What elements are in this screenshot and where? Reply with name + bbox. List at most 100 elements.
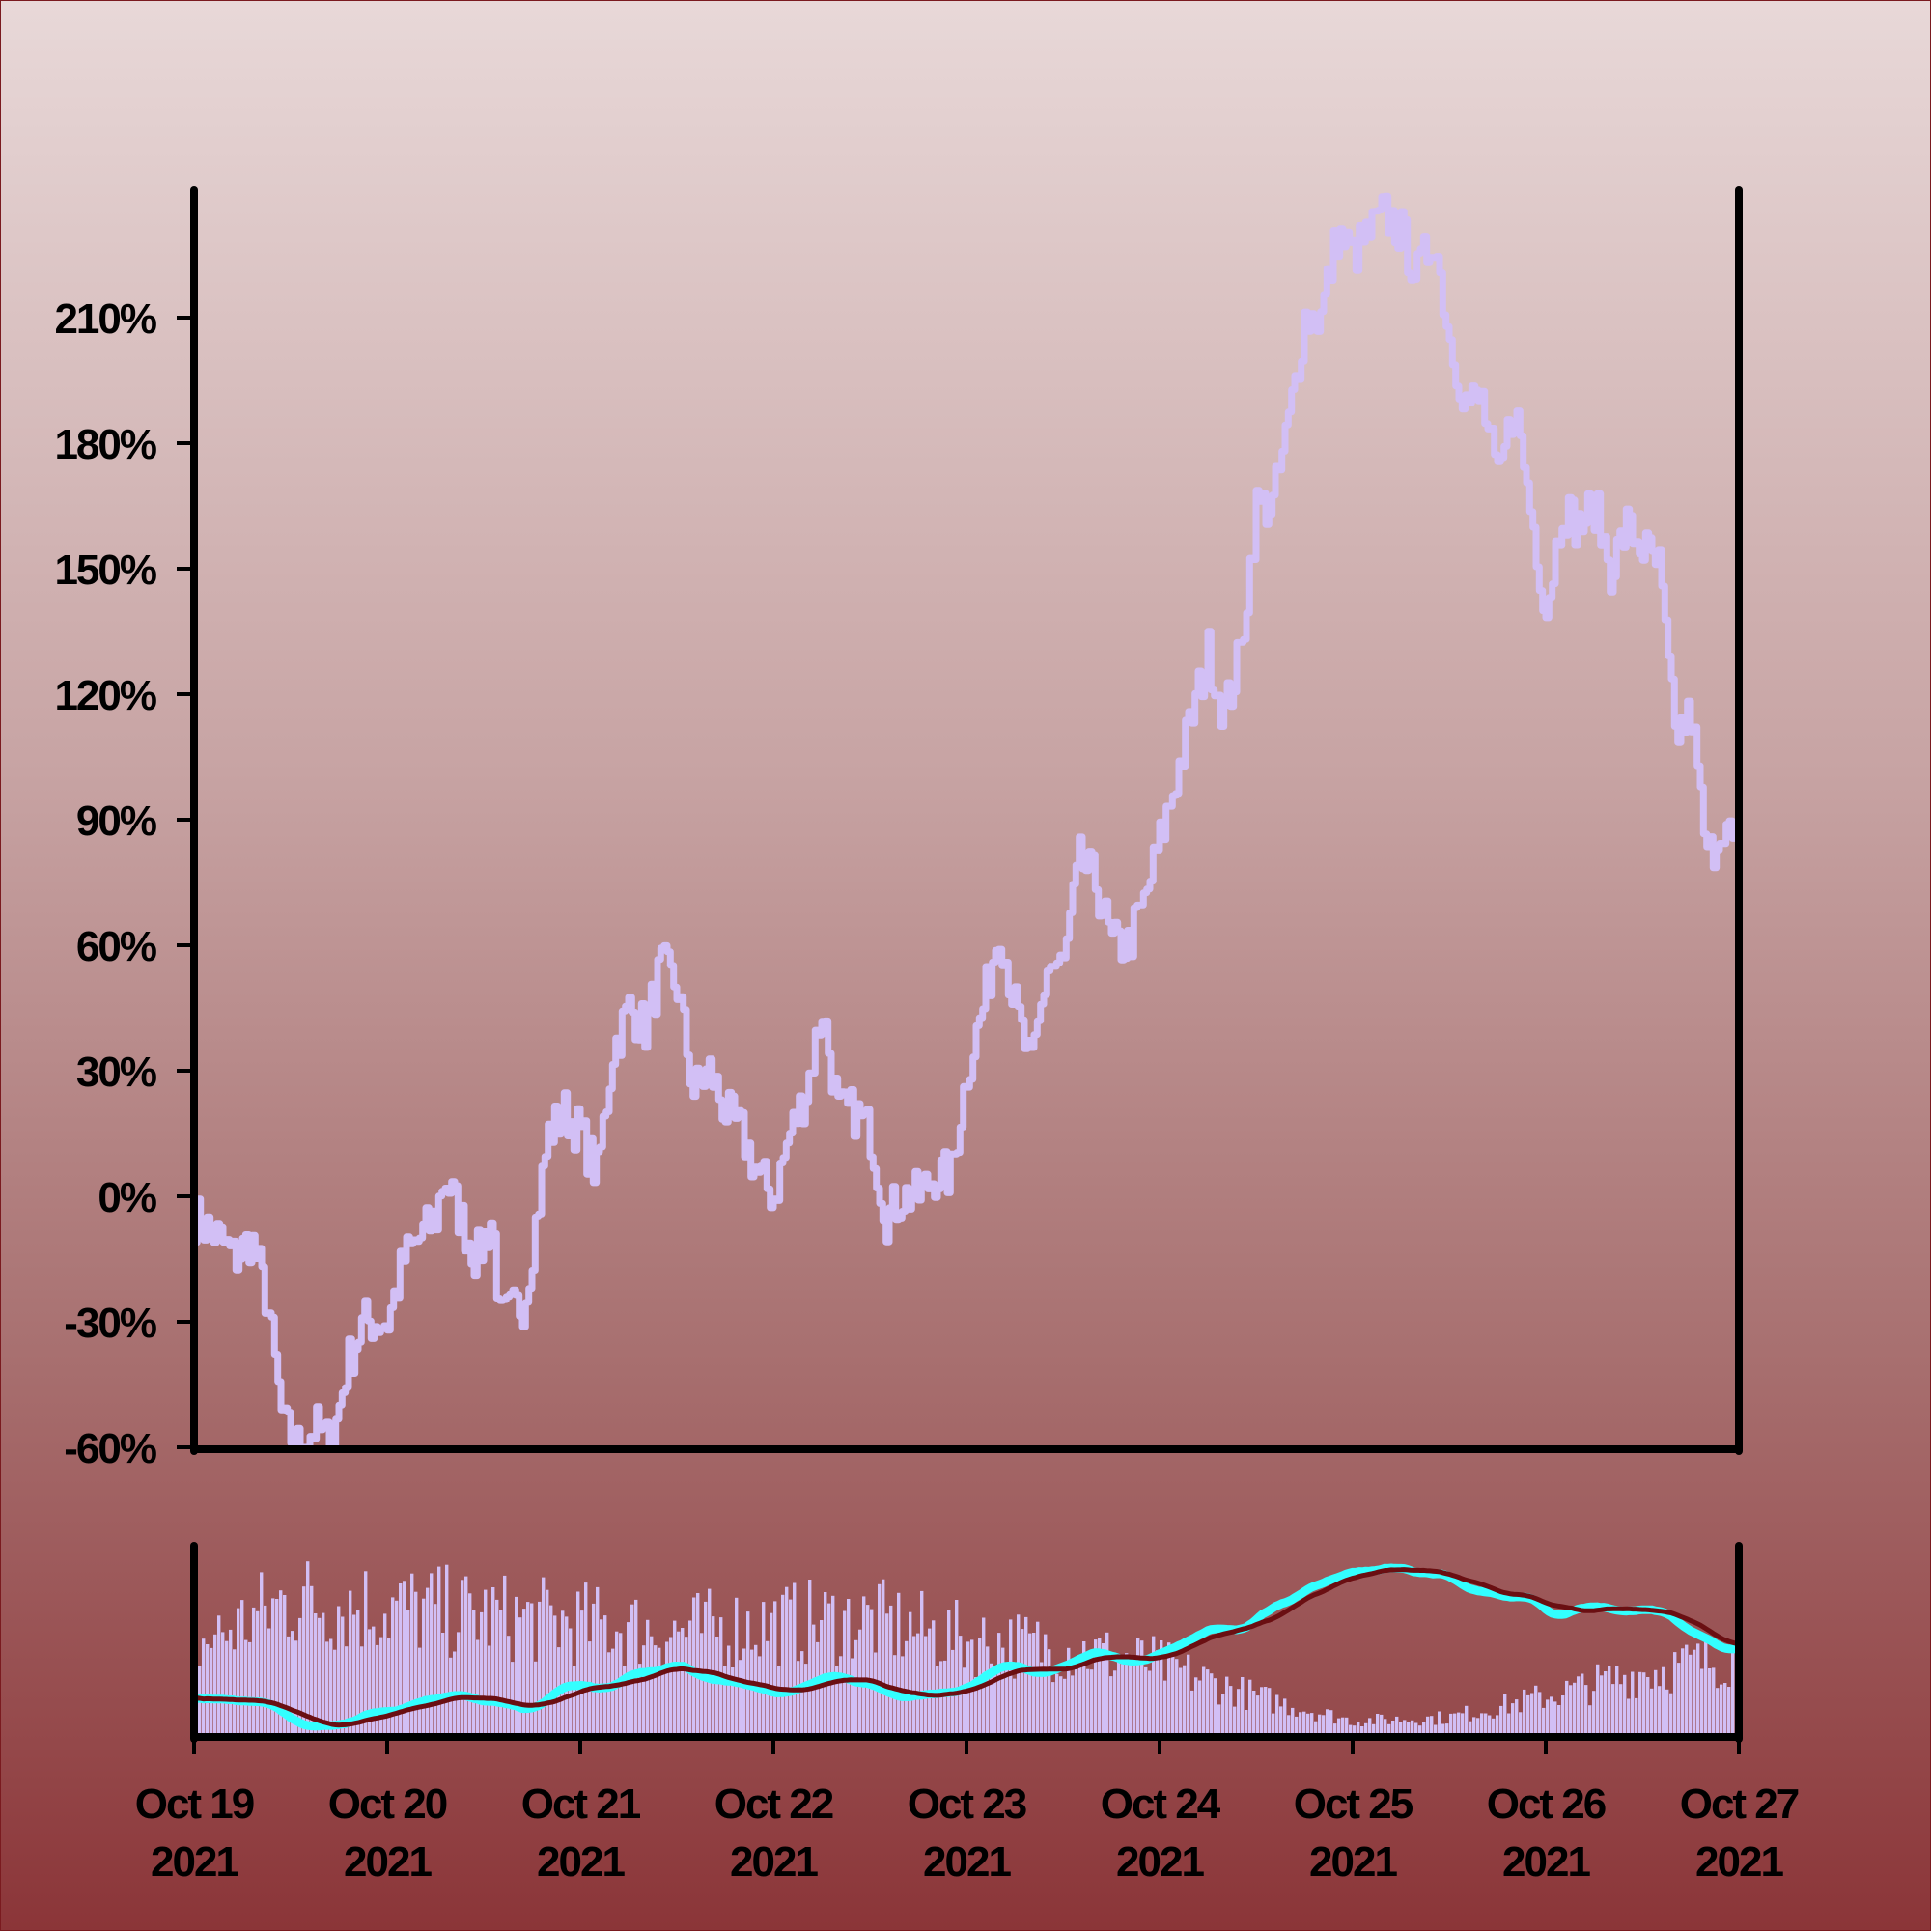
volume-bar [700, 1633, 704, 1737]
volume-bar [603, 1615, 607, 1737]
volume-bar [414, 1591, 418, 1737]
volume-bar [511, 1662, 515, 1737]
volume-bar [1693, 1649, 1696, 1737]
volume-bar [804, 1664, 808, 1737]
volume-bar [1631, 1671, 1635, 1737]
volume-bar [882, 1579, 885, 1737]
volume-bar [1268, 1688, 1272, 1737]
volume-bar [542, 1577, 546, 1737]
volume-bar [1129, 1665, 1133, 1737]
volume-bar [920, 1590, 924, 1737]
volume-bar [650, 1636, 654, 1737]
volume-bar [1515, 1699, 1519, 1737]
volume-bar [1086, 1668, 1090, 1737]
volume-bar [1712, 1667, 1716, 1737]
volume-bar [1329, 1710, 1333, 1737]
volume-bar [260, 1572, 264, 1737]
volume-bar [1426, 1716, 1430, 1737]
volume-bar [1604, 1671, 1608, 1737]
volume-bar [669, 1637, 673, 1737]
volume-bar [356, 1610, 360, 1737]
volume-bar [1275, 1694, 1279, 1737]
volume-bar [229, 1629, 233, 1737]
volume-bar [518, 1617, 522, 1737]
x-axis-ticks: Oct 19 2021 Oct 20 2021 Oct 21 2021 Oct 22 2021… [135, 1737, 1801, 1886]
volume-bar [1260, 1687, 1264, 1737]
volume-bar [770, 1612, 773, 1737]
volume-bar [1005, 1670, 1009, 1737]
volume-bar [1299, 1712, 1302, 1737]
volume-bar [1561, 1695, 1565, 1737]
volume-bar [325, 1641, 329, 1737]
volume-bar [1302, 1711, 1306, 1737]
volume-bar [1306, 1713, 1310, 1737]
volume-bar [1708, 1668, 1712, 1737]
volume-bar [658, 1647, 661, 1737]
volume-bar [476, 1639, 480, 1737]
volume-bar [1499, 1705, 1503, 1737]
volume-bar [310, 1585, 314, 1737]
volume-bar [1248, 1679, 1252, 1737]
volume-bar [206, 1644, 210, 1737]
y-tick-label: 210% [54, 295, 155, 343]
volume-bar [688, 1620, 692, 1737]
volume-bar [1457, 1712, 1461, 1737]
volume-bar [781, 1594, 785, 1737]
volume-bar [1588, 1705, 1592, 1737]
volume-bar [1036, 1621, 1040, 1737]
volume-bar [1434, 1724, 1438, 1737]
volume-bar [1071, 1675, 1075, 1737]
volume-bar [1148, 1670, 1152, 1737]
volume-bar [333, 1649, 337, 1737]
volume-bar [831, 1595, 835, 1737]
volume-bar [939, 1661, 943, 1737]
volume-bar [1094, 1639, 1098, 1737]
volume-bar [993, 1674, 997, 1737]
volume-bar [1059, 1676, 1063, 1737]
volume-bar [986, 1646, 990, 1737]
y-tick-label: -30% [64, 1300, 156, 1347]
volume-bar [434, 1604, 437, 1737]
volume-bar [878, 1583, 882, 1737]
volume-bar [1028, 1633, 1032, 1737]
volume-bar [1190, 1690, 1194, 1737]
volume-bar [422, 1598, 426, 1737]
volume-bar [862, 1596, 866, 1737]
y-tick-label: 120% [54, 672, 155, 719]
volume-bar [1526, 1694, 1530, 1737]
volume-bar [1001, 1647, 1005, 1737]
volume-bar [793, 1582, 797, 1737]
volume-bar [468, 1593, 472, 1737]
volume-bar [1102, 1643, 1105, 1737]
volume-bar [1484, 1713, 1488, 1737]
volume-bar [1310, 1713, 1314, 1737]
x-tick-label-date: Oct 24 [1101, 1780, 1221, 1828]
volume-bar [1534, 1685, 1538, 1737]
volume-bar [283, 1595, 287, 1737]
y-tick-label: 150% [54, 546, 155, 594]
volume-bar [526, 1602, 530, 1737]
volume-bar [225, 1640, 229, 1737]
volume-bar [437, 1566, 441, 1737]
volume-bar [1658, 1686, 1662, 1737]
volume-bar [1665, 1689, 1669, 1737]
x-tick-label-year: 2021 [537, 1838, 625, 1886]
volume-bar [1272, 1713, 1275, 1737]
volume-bar [1360, 1726, 1364, 1737]
volume-bar [383, 1613, 387, 1737]
volume-bar [1441, 1723, 1445, 1737]
volume-bar [1078, 1660, 1082, 1737]
volume-bar [1650, 1688, 1654, 1737]
volume-bar [1384, 1719, 1387, 1737]
volume-bar [874, 1652, 878, 1737]
volume-bar [1700, 1668, 1704, 1737]
volume-bar [889, 1605, 893, 1737]
volume-bar [341, 1616, 345, 1737]
volume-bar [1407, 1722, 1411, 1737]
volume-bar [252, 1607, 256, 1737]
volume-bar [464, 1576, 468, 1737]
volume-bar [1233, 1706, 1237, 1737]
volume-bar [723, 1666, 727, 1737]
volume-bar [399, 1583, 403, 1737]
volume-bar [847, 1599, 851, 1737]
